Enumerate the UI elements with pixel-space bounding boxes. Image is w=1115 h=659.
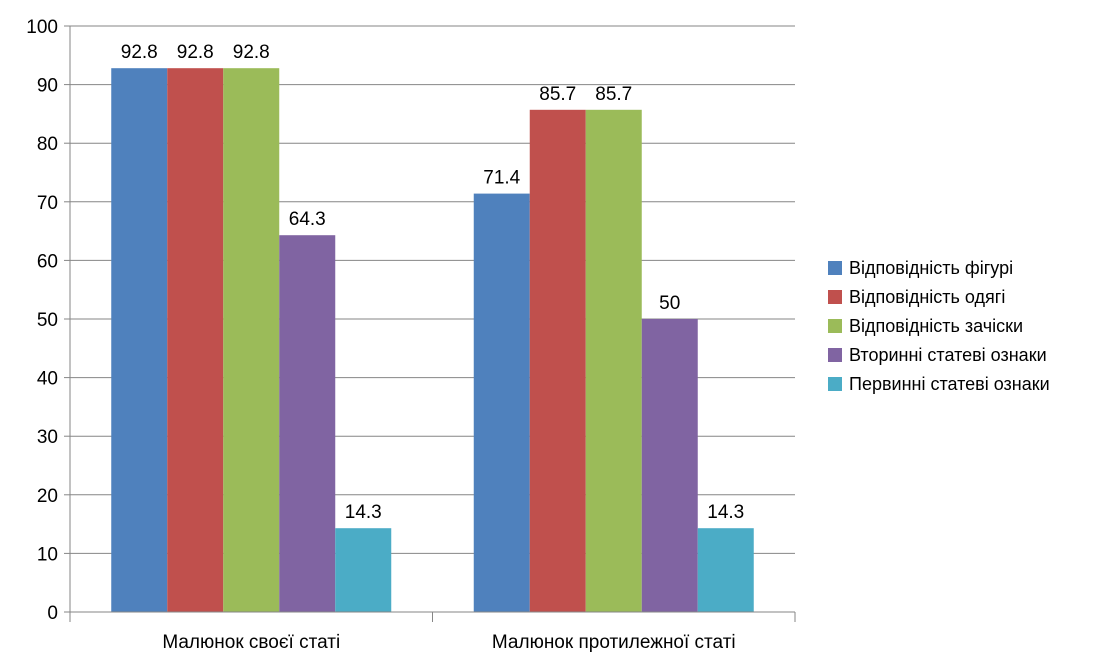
- data-label: 14.3: [707, 502, 744, 523]
- bar: [697, 528, 754, 612]
- y-tick-label: 20: [37, 486, 58, 507]
- axes: 0 10 20 30 40 50 60 70 80 90 100 Малюнок своєї стат…: [26, 17, 796, 653]
- bar: [167, 68, 224, 612]
- legend-swatch: [828, 377, 842, 391]
- y-tick-label: 60: [37, 251, 58, 272]
- data-label: 64.3: [289, 209, 326, 230]
- y-tick-label: 10: [37, 544, 58, 565]
- y-tick-label: 50: [37, 310, 58, 331]
- x-category-label: Малюнок своєї статі: [162, 632, 340, 653]
- data-labels: 92.8 92.8 92.8 64.3 14.3 71.4 85.7 85.7 50 14.3: [121, 42, 744, 523]
- x-category-label: Малюнок протилежної статі: [492, 632, 736, 653]
- legend-label: Відповідність фігурі: [849, 258, 1013, 278]
- bar: [585, 109, 642, 612]
- legend-label: Вторинні статеві ознаки: [849, 345, 1047, 365]
- data-label: 71.4: [483, 168, 520, 189]
- bar: [641, 319, 698, 612]
- data-label: 50: [659, 293, 680, 314]
- y-tick-label: 90: [37, 76, 58, 97]
- y-tick-label: 40: [37, 369, 58, 390]
- legend-label: Відповідність зачіски: [849, 316, 1023, 336]
- bars: [111, 68, 754, 612]
- y-tick-label: 70: [37, 193, 58, 214]
- bar: [335, 528, 392, 612]
- legend-swatch: [828, 348, 842, 362]
- y-tick-label: 30: [37, 427, 58, 448]
- data-label: 14.3: [345, 502, 382, 523]
- data-label: 92.8: [177, 42, 214, 63]
- y-tick-label: 80: [37, 134, 58, 155]
- data-label: 85.7: [595, 84, 632, 105]
- data-label: 92.8: [233, 42, 270, 63]
- legend-label: Відповідність одягі: [849, 287, 1005, 307]
- legend: Відповідність фігурі Відповідність одягі В…: [828, 258, 1050, 394]
- bar: [279, 235, 336, 612]
- legend-swatch: [828, 290, 842, 304]
- data-label: 85.7: [539, 84, 576, 105]
- bar: [473, 193, 530, 612]
- bar: [529, 109, 586, 612]
- y-tick-label: 0: [47, 603, 58, 624]
- legend-swatch: [828, 261, 842, 275]
- bar: [111, 68, 168, 612]
- y-tick-label: 100: [26, 17, 58, 38]
- data-label: 92.8: [121, 42, 158, 63]
- bar: [223, 68, 280, 612]
- legend-swatch: [828, 319, 842, 333]
- legend-label: Первинні статеві ознаки: [849, 374, 1050, 394]
